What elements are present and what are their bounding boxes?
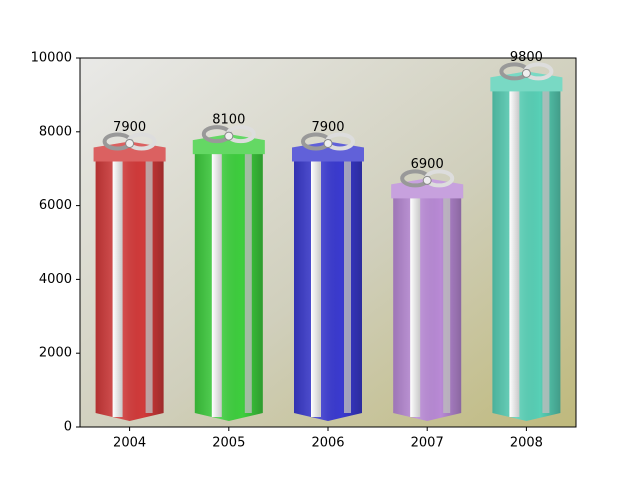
bar-shade [492,83,561,421]
ribbon [410,190,421,417]
gift-bar [192,125,265,422]
gift-bar [292,132,364,422]
x-tick-label: 2008 [510,436,543,451]
data-label: 7900 [113,120,146,135]
y-tick-label: 2000 [39,346,72,361]
bow-knot [323,138,333,148]
bow-knot [224,131,234,141]
x-tick-label: 2005 [212,436,245,451]
ribbon [311,153,321,418]
y-tick-label: 6000 [39,198,72,213]
ribbon [542,83,550,413]
x-tick-label: 2004 [113,436,146,451]
bar-shade [294,153,362,422]
gift-bar [490,62,563,421]
data-label: 8100 [212,113,245,128]
bow-knot [422,175,432,185]
ribbon [344,153,351,414]
ribbon [211,146,222,418]
bar-shade [95,153,164,422]
y-tick-label: 0 [64,420,72,435]
ribbon [509,83,520,417]
data-label: 6900 [411,157,444,172]
x-tick-label: 2006 [311,436,344,451]
bow-knot [521,68,531,78]
bar-shade [393,190,462,421]
data-label: 7900 [311,120,344,135]
y-tick-label: 10000 [31,51,72,66]
ribbon [244,146,252,414]
ribbon [112,153,123,418]
gift-bar [93,132,166,422]
x-tick-label: 2007 [411,436,444,451]
y-tick-label: 8000 [39,124,72,139]
bar-shade [194,146,263,422]
y-tick-label: 4000 [39,272,72,287]
ribbon [443,190,451,413]
data-label: 9800 [510,50,543,65]
ribbon [145,153,153,414]
bow-knot [125,138,135,148]
gift-bar [391,169,464,421]
